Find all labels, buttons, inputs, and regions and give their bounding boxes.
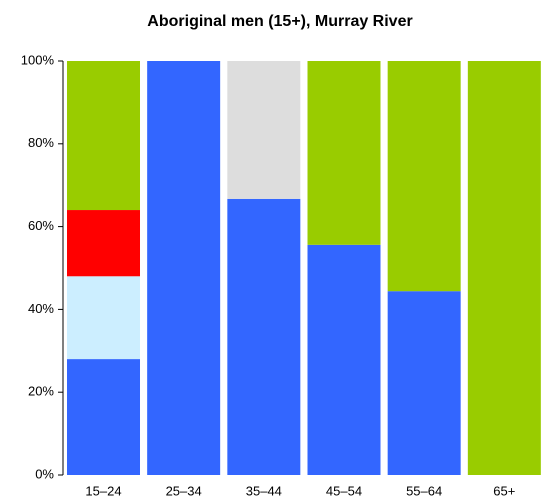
bar-segment <box>227 198 301 475</box>
bar-segment <box>467 61 541 475</box>
bar-segment <box>67 61 140 211</box>
y-tick-label: 60% <box>28 218 54 233</box>
x-tick-label: 65+ <box>493 483 515 498</box>
y-tick-label: 20% <box>28 384 54 399</box>
x-tick-label: 55–64 <box>406 483 442 498</box>
bar-segment <box>307 244 381 475</box>
bar-segment <box>67 210 140 277</box>
y-tick-label: 80% <box>28 135 54 150</box>
x-tick-label: 45–54 <box>326 483 362 498</box>
y-tick-label: 40% <box>28 301 54 316</box>
bar-segment <box>147 61 221 475</box>
bar-segment <box>67 276 140 360</box>
x-tick-label: 15–24 <box>85 483 121 498</box>
x-tick-label: 25–34 <box>166 483 202 498</box>
bar-segment <box>67 359 140 475</box>
chart-title: Aboriginal men (15+), Murray River <box>147 13 412 30</box>
x-tick-label: 35–44 <box>246 483 282 498</box>
y-tick-label: 100% <box>21 52 55 67</box>
bar-segment <box>387 61 461 292</box>
bar-segment <box>227 61 301 199</box>
y-tick-label: 0% <box>35 466 54 481</box>
bar-segment <box>387 291 461 475</box>
bar-segment <box>307 61 381 245</box>
